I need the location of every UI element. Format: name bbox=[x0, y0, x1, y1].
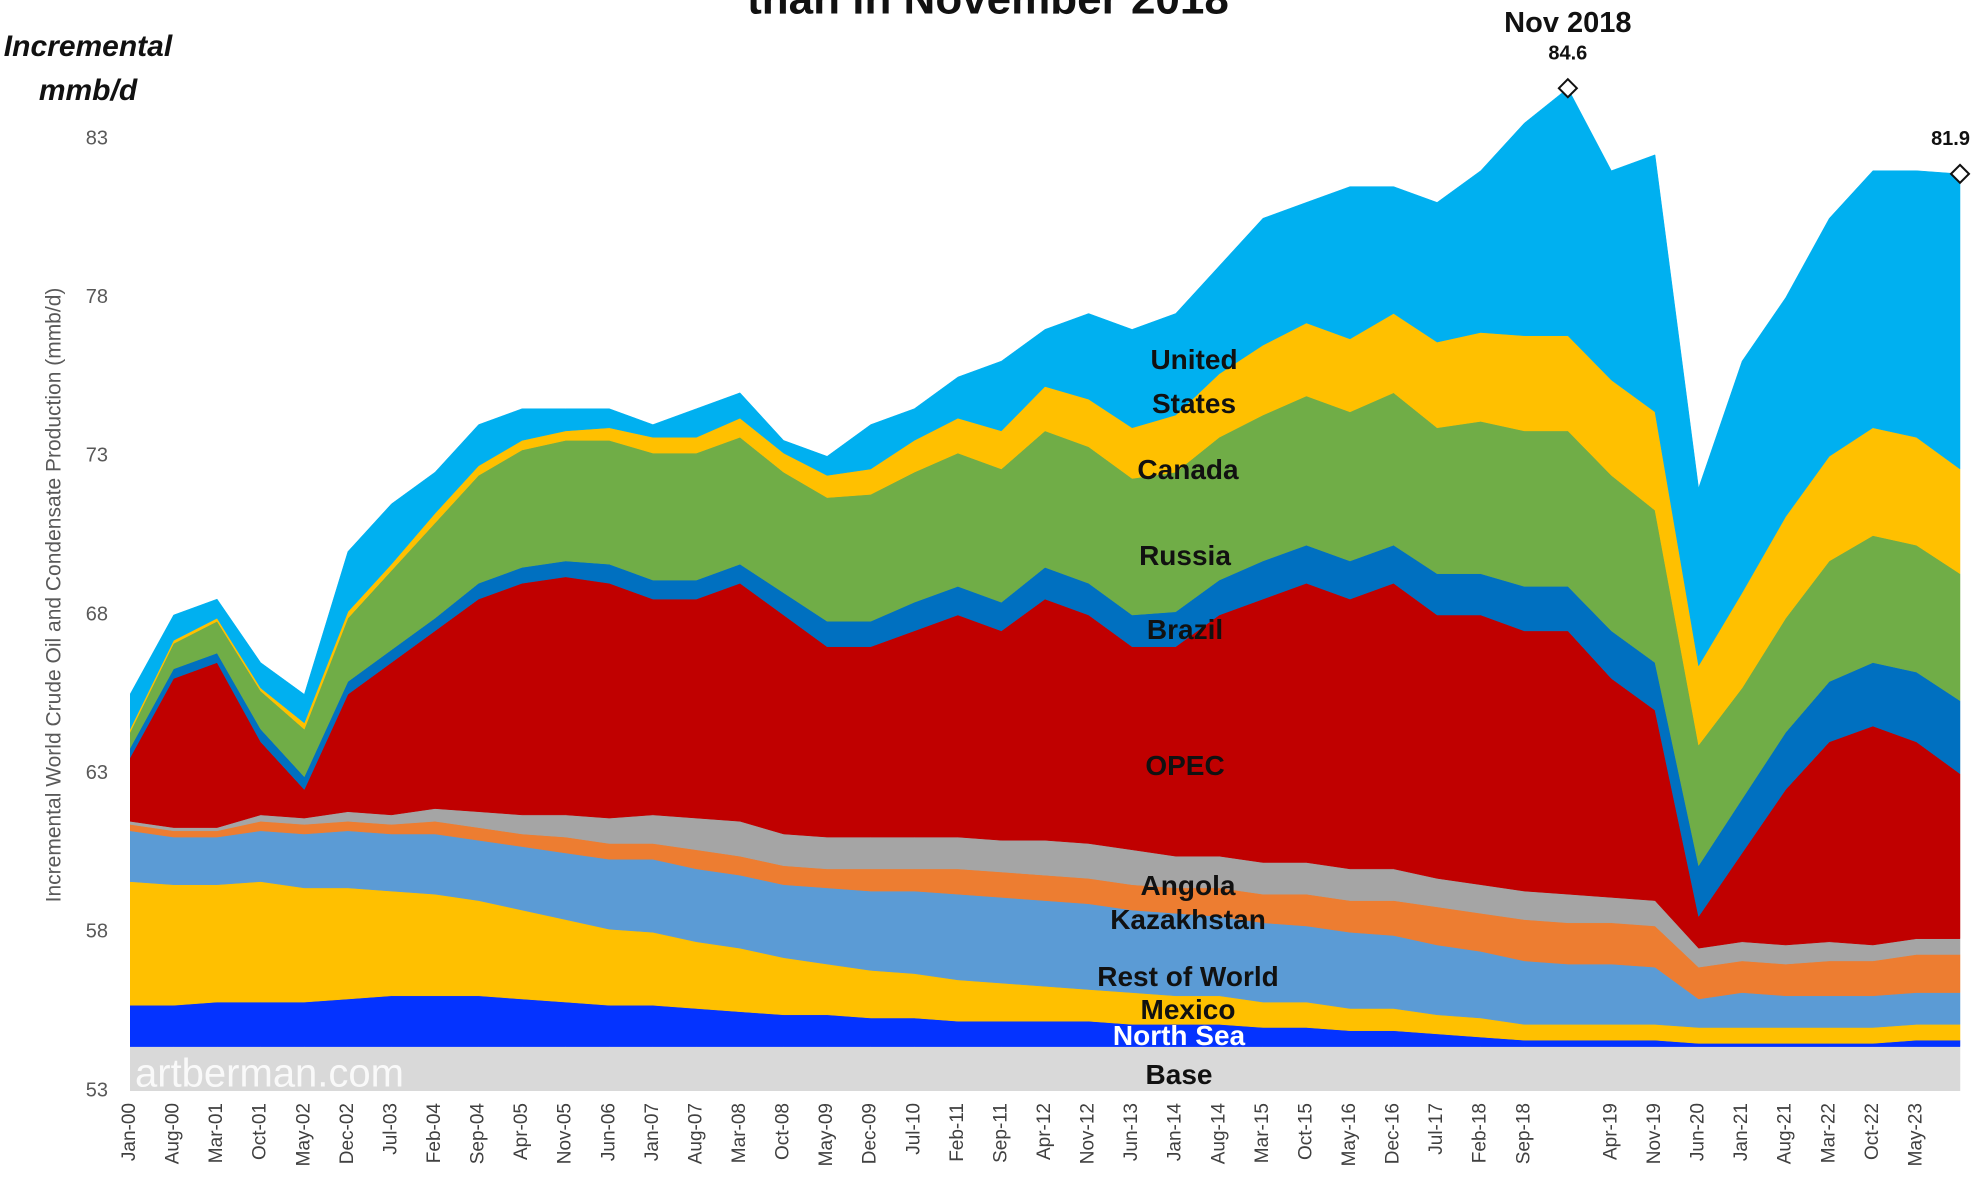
x-tick-label: Feb-18 bbox=[1470, 1103, 1491, 1163]
watermark: artberman.com bbox=[135, 1052, 404, 1096]
area bbox=[130, 87, 1961, 730]
series-label: Kazakhstan bbox=[1110, 904, 1266, 935]
series-label: Base bbox=[1145, 1059, 1213, 1090]
x-tick-label: Dec-16 bbox=[1383, 1103, 1404, 1164]
series-label: Canada bbox=[1137, 454, 1239, 485]
x-tick-label: Mar-08 bbox=[729, 1103, 750, 1163]
x-tick-label: Aug-14 bbox=[1208, 1103, 1229, 1165]
x-tick-label: Aug-21 bbox=[1775, 1103, 1796, 1164]
y-tick-label: 58 bbox=[86, 921, 108, 943]
y-tick-label: 78 bbox=[86, 286, 108, 308]
x-tick-label: May-02 bbox=[293, 1103, 314, 1166]
marker bbox=[1949, 163, 1971, 185]
series-label: Russia bbox=[1139, 540, 1231, 571]
x-tick-label: Dec-09 bbox=[860, 1103, 881, 1164]
series-label: North Sea bbox=[1112, 1020, 1246, 1051]
y-tick-label: 63 bbox=[86, 762, 108, 784]
x-tick-label: Aug-07 bbox=[685, 1103, 706, 1164]
series-label: Brazil bbox=[1146, 614, 1224, 645]
x-tick-label: Sep-04 bbox=[468, 1103, 489, 1165]
x-tick-label: Nov-12 bbox=[1078, 1103, 1099, 1164]
y-tick-label: 53 bbox=[86, 1079, 108, 1101]
x-tick-label: Jan-14 bbox=[1165, 1103, 1186, 1162]
x-tick-label: Jul-03 bbox=[380, 1103, 401, 1155]
series-label: Mexico bbox=[1140, 994, 1236, 1025]
x-tick-label: May-16 bbox=[1339, 1103, 1360, 1166]
x-tick-label: Nov-05 bbox=[555, 1103, 576, 1164]
x-tick-label: Apr-05 bbox=[511, 1103, 532, 1160]
x-tick-label: Mar-22 bbox=[1818, 1103, 1839, 1163]
x-tick-label: Sep-11 bbox=[990, 1103, 1011, 1163]
y-tick-label: 68 bbox=[86, 603, 108, 625]
x-tick-label: Mar-01 bbox=[206, 1103, 227, 1163]
x-tick-label: Jul-17 bbox=[1426, 1103, 1447, 1155]
annotation-value: 81.9 bbox=[1931, 128, 1970, 150]
chart-title: than in November 2018 bbox=[747, 0, 1229, 24]
x-tick-label: Oct-08 bbox=[773, 1103, 794, 1160]
x-tick-label: Jun-13 bbox=[1121, 1103, 1142, 1161]
x-tick-label: Oct-01 bbox=[250, 1103, 271, 1160]
areas bbox=[130, 87, 1961, 1091]
x-tick-label: Jan-21 bbox=[1731, 1103, 1752, 1161]
y-tick-label: 73 bbox=[86, 445, 108, 467]
x-tick-label: Nov-19 bbox=[1644, 1103, 1665, 1164]
series-label: United States bbox=[1150, 344, 1238, 419]
x-tick-label: Apr-12 bbox=[1034, 1103, 1055, 1160]
series-label: Rest of World bbox=[1097, 961, 1279, 992]
unit-label: mmb/d bbox=[39, 74, 138, 107]
x-tick-label: May-23 bbox=[1905, 1103, 1926, 1166]
x-tick-label: Feb-04 bbox=[424, 1103, 445, 1164]
x-tick-label: Jan-07 bbox=[642, 1103, 663, 1161]
x-tick-label: Aug-00 bbox=[163, 1103, 184, 1164]
unit-label: Incremental bbox=[4, 30, 173, 63]
x-tick-label: Jan-00 bbox=[119, 1103, 140, 1161]
annotation-text: Nov 2018 bbox=[1504, 7, 1631, 39]
y-tick-label: 83 bbox=[86, 127, 108, 149]
series-label: Angola bbox=[1140, 870, 1236, 901]
x-tick-label: Apr-19 bbox=[1600, 1103, 1621, 1160]
x-tick-label: Sep-18 bbox=[1513, 1103, 1534, 1164]
x-tick-label: Oct-15 bbox=[1295, 1103, 1316, 1160]
series-label: OPEC bbox=[1145, 750, 1225, 781]
x-tick-label: Oct-22 bbox=[1862, 1103, 1883, 1160]
x-tick-label: Jun-20 bbox=[1688, 1103, 1709, 1161]
marker bbox=[1557, 77, 1579, 99]
x-tick-label: May-09 bbox=[816, 1103, 837, 1166]
x-tick-label: Dec-02 bbox=[337, 1103, 358, 1164]
x-tick-label: Jun-06 bbox=[598, 1103, 619, 1161]
x-tick-label: Jul-10 bbox=[903, 1103, 924, 1155]
y-axis-title: Incremental World Crude Oil and Condensa… bbox=[43, 288, 66, 903]
x-tick-label: Feb-11 bbox=[947, 1103, 968, 1162]
annotation-value: 84.6 bbox=[1548, 42, 1587, 64]
x-tick-label: Mar-15 bbox=[1252, 1103, 1273, 1163]
